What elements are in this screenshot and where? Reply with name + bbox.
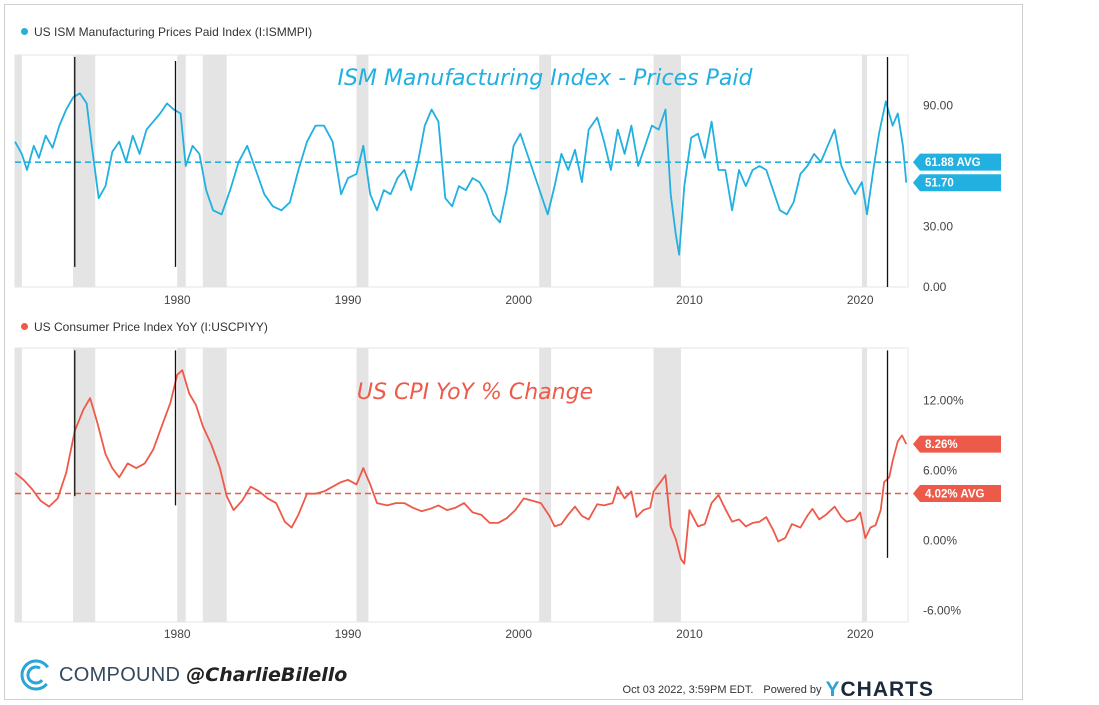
ism-last-value-flag [913, 174, 1001, 192]
powered-by-label: Powered by [763, 684, 822, 696]
cpi-plot-area [14, 347, 909, 623]
timestamp: Oct 03 2022, 3:59PM EDT. [622, 684, 754, 696]
ycharts-logo-text: CHARTS [840, 678, 934, 701]
ycharts-logo-y: Y [825, 678, 841, 701]
ism-panel: 1980 1990 2000 2010 2020 0.00 30.00 90.00 ISM Ma… [14, 54, 1001, 307]
ism-series-line [14, 92, 908, 256]
ism-recession-band [356, 55, 369, 287]
ism-legend-label: US ISM Manufacturing Prices Paid Index (… [34, 25, 313, 39]
chart-canvas: 1980 1990 2000 2010 2020 0.00 30.00 90.00 ISM Ma… [14, 54, 1001, 641]
ism-last-value-label: 51.70 [925, 178, 954, 190]
compound-wordmark: COMPOUND [59, 663, 181, 686]
cpi-legend-label: US Consumer Price Index YoY (I:USCPIYY) [34, 320, 268, 334]
cpi-chart-title: US CPI YoY % Change [357, 380, 593, 405]
cpi-x-tick-label: 2020 [847, 627, 874, 641]
cpi-y-tick-label: 0.00% [923, 533, 957, 547]
ism-y-tick-label: 90.00 [923, 98, 953, 112]
ism-legend: US ISM Manufacturing Prices Paid Index (… [21, 25, 312, 39]
ism-x-tick-label: 2000 [505, 293, 532, 307]
cpi-recession-band [861, 348, 868, 622]
ism-average-flag [913, 153, 1001, 171]
ism-x-tick-label: 1990 [335, 293, 362, 307]
ism-recession-band [861, 55, 868, 287]
cpi-recession-band [177, 348, 186, 622]
ism-recession-band [177, 55, 186, 287]
cpi-x-tick-label: 2000 [505, 627, 532, 641]
cpi-recession-band [73, 348, 96, 622]
ism-recession-band [653, 55, 681, 287]
ism-recession-band [15, 55, 22, 287]
compound-brand: COMPOUND @CharlieBilello [19, 657, 347, 693]
cpi-recession-band [15, 348, 22, 622]
ism-x-tick-label: 1980 [164, 293, 191, 307]
cpi-y-tick-label: -6.00% [923, 603, 961, 617]
chart-frame: 1980 1990 2000 2010 2020 0.00 30.00 90.00 ISM Ma… [4, 4, 1023, 702]
cpi-x-tick-label: 1980 [164, 627, 191, 641]
ism-y-tick-label: 0.00 [923, 280, 947, 294]
cpi-legend-dot [21, 323, 28, 331]
ism-legend-dot [21, 28, 28, 36]
cpi-recession-band [202, 348, 227, 622]
cpi-last-value-label: 8.26% [925, 439, 958, 451]
cpi-recession-band [356, 348, 369, 622]
cpi-y-tick-label: 12.00% [923, 393, 964, 407]
ism-y-tick-label: 30.00 [923, 219, 953, 233]
cpi-y-tick-label: 6.00% [923, 463, 957, 477]
footer-attribution: Oct 03 2022, 3:59PM EDT. Powered by YCHA… [623, 678, 934, 702]
ism-x-tick-label: 2020 [847, 293, 874, 307]
cpi-x-tick-label: 2010 [676, 627, 703, 641]
ism-recession-band [73, 55, 96, 287]
ism-x-tick-label: 2010 [676, 293, 703, 307]
cpi-series-line [14, 369, 908, 565]
cpi-x-tick-label: 1990 [335, 627, 362, 641]
ycharts-logo: YCHARTS [825, 678, 934, 702]
cpi-average-flag [913, 485, 1001, 503]
author-handle: @CharlieBilello [186, 664, 348, 686]
ism-recession-band [539, 55, 552, 287]
cpi-last-value-flag [913, 435, 1001, 453]
compound-logo-icon [20, 659, 52, 691]
cpi-legend: US Consumer Price Index YoY (I:USCPIYY) [21, 320, 268, 334]
ism-average-label: 61.88 AVG [925, 157, 981, 169]
ism-recession-band [202, 55, 227, 287]
cpi-average-label: 4.02% AVG [925, 489, 984, 501]
ism-chart-title: ISM Manufacturing Index - Prices Paid [338, 66, 754, 91]
cpi-recession-band [539, 348, 552, 622]
ism-plot-area [14, 54, 909, 288]
cpi-panel: 1980 1990 2000 2010 2020 -6.00% 0.00% 6.00% 12.0… [14, 347, 1001, 641]
